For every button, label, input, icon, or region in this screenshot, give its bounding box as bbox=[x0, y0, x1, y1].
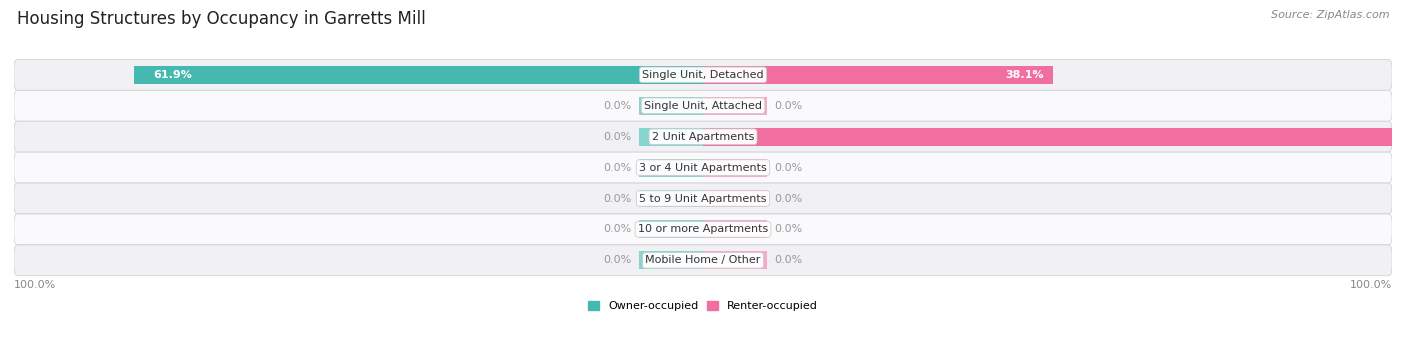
Text: Single Unit, Attached: Single Unit, Attached bbox=[644, 101, 762, 111]
FancyBboxPatch shape bbox=[14, 121, 1392, 152]
Text: 10 or more Apartments: 10 or more Apartments bbox=[638, 224, 768, 234]
Bar bbox=[638, 159, 703, 176]
FancyBboxPatch shape bbox=[14, 90, 1392, 121]
Bar bbox=[703, 159, 768, 176]
Text: Source: ZipAtlas.com: Source: ZipAtlas.com bbox=[1271, 10, 1389, 20]
Text: 100.0%: 100.0% bbox=[1350, 280, 1392, 290]
Text: 0.0%: 0.0% bbox=[775, 162, 803, 173]
Text: 100.0%: 100.0% bbox=[14, 280, 56, 290]
FancyBboxPatch shape bbox=[14, 245, 1392, 276]
Text: 61.9%: 61.9% bbox=[153, 70, 191, 80]
Text: Housing Structures by Occupancy in Garretts Mill: Housing Structures by Occupancy in Garre… bbox=[17, 10, 426, 28]
Text: 0.0%: 0.0% bbox=[603, 255, 631, 265]
FancyBboxPatch shape bbox=[14, 183, 1392, 214]
Bar bbox=[638, 221, 703, 238]
Bar bbox=[638, 128, 703, 146]
Bar bbox=[703, 128, 1406, 146]
Text: 0.0%: 0.0% bbox=[603, 132, 631, 142]
Bar bbox=[703, 66, 1053, 84]
Text: 0.0%: 0.0% bbox=[603, 194, 631, 203]
FancyBboxPatch shape bbox=[14, 60, 1392, 90]
Text: 5 to 9 Unit Apartments: 5 to 9 Unit Apartments bbox=[640, 194, 766, 203]
Text: 2 Unit Apartments: 2 Unit Apartments bbox=[652, 132, 754, 142]
Text: 3 or 4 Unit Apartments: 3 or 4 Unit Apartments bbox=[640, 162, 766, 173]
Bar bbox=[638, 189, 703, 208]
Bar bbox=[638, 251, 703, 269]
Text: 0.0%: 0.0% bbox=[775, 255, 803, 265]
Bar bbox=[703, 97, 768, 115]
Bar bbox=[135, 66, 703, 84]
Legend: Owner-occupied, Renter-occupied: Owner-occupied, Renter-occupied bbox=[583, 297, 823, 316]
Text: Mobile Home / Other: Mobile Home / Other bbox=[645, 255, 761, 265]
FancyBboxPatch shape bbox=[14, 152, 1392, 183]
Text: 38.1%: 38.1% bbox=[1005, 70, 1043, 80]
Text: Single Unit, Detached: Single Unit, Detached bbox=[643, 70, 763, 80]
Text: 0.0%: 0.0% bbox=[775, 194, 803, 203]
Text: 0.0%: 0.0% bbox=[603, 162, 631, 173]
Bar bbox=[703, 221, 768, 238]
Text: 0.0%: 0.0% bbox=[603, 224, 631, 234]
Bar bbox=[703, 189, 768, 208]
Text: 0.0%: 0.0% bbox=[775, 101, 803, 111]
Text: 0.0%: 0.0% bbox=[775, 224, 803, 234]
Bar bbox=[703, 251, 768, 269]
FancyBboxPatch shape bbox=[14, 214, 1392, 245]
Text: 0.0%: 0.0% bbox=[603, 101, 631, 111]
Bar bbox=[638, 97, 703, 115]
